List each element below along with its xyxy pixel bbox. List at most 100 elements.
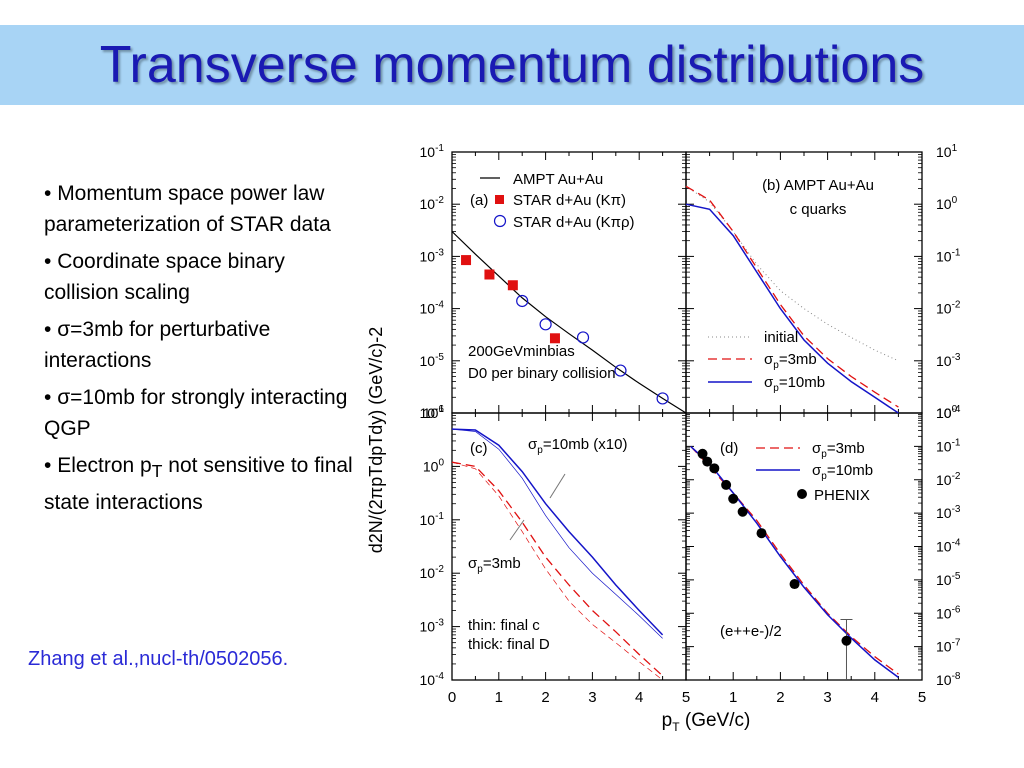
- y-tick-label: 10-1: [420, 511, 445, 528]
- panel-label: (a): [470, 192, 488, 209]
- data-point-square: [549, 333, 560, 344]
- x-tick-label: 0: [448, 689, 456, 706]
- y-tick-label: 100: [936, 195, 958, 212]
- citation: Zhang et al.,nucl-th/0502056.: [28, 648, 289, 670]
- y-tick-label: 10-4: [936, 404, 961, 421]
- x-axis-label: pT (GeV/c): [662, 710, 751, 734]
- data-point-phenix: [728, 493, 739, 504]
- data-point-phenix: [721, 479, 732, 490]
- data-point-circle: [614, 364, 627, 377]
- y-tick-label: 10-3: [936, 352, 961, 369]
- y-tick-label: 10-2: [936, 300, 961, 317]
- bullet-item: • σ=3mb for perturbative interactions: [44, 318, 271, 372]
- legend-label: PHENIX: [814, 487, 870, 504]
- x-tick-label: 5: [918, 689, 926, 706]
- legend-label: initial: [764, 329, 798, 346]
- title-bar: Transverse momentum distributions: [0, 25, 1024, 105]
- panel-label: (c): [470, 440, 488, 457]
- series-line-b: [685, 185, 899, 408]
- bullet-item: • Momentum space power law parameterizat…: [44, 182, 331, 236]
- series-line-d: [690, 445, 899, 679]
- y-tick-label: 10-4: [420, 300, 445, 317]
- bullet-text: σ=3mb for perturbative interactions: [44, 318, 271, 372]
- data-point-phenix: [756, 528, 767, 539]
- x-tick-label: 2: [541, 689, 549, 706]
- x-tick-label: 1: [495, 689, 503, 706]
- y-tick-label: 10-5: [936, 571, 961, 588]
- y-tick-label: 10-4: [936, 538, 961, 555]
- y-tick-label: 10-1: [936, 247, 961, 264]
- x-tick-label: 4: [871, 689, 879, 706]
- series-line-c: [451, 428, 664, 636]
- series-line-c: [451, 428, 663, 639]
- bullet-text: Coordinate space binary collision scalin…: [44, 250, 285, 304]
- legend-label: STAR d+Au (Kπ): [513, 192, 626, 209]
- legend-marker-phenix: [797, 489, 807, 499]
- bullet-item: • Electron pT not sensitive to final sta…: [44, 454, 353, 515]
- y-tick-label: 10-1: [936, 437, 961, 454]
- panel-title: c quarks: [790, 201, 847, 218]
- legend-label: AMPT Au+Au: [513, 171, 603, 188]
- x-tick-label: 3: [823, 689, 831, 706]
- series-line-c: [451, 461, 664, 677]
- legend-label: σp=10mb: [764, 374, 825, 394]
- y-tick-label: 10-7: [936, 638, 961, 655]
- annotation: thin: final c: [468, 617, 540, 634]
- y-tick-label: 10-3: [420, 618, 445, 635]
- annotation: σp=10mb (x10): [528, 436, 627, 456]
- data-point-circle: [576, 331, 590, 344]
- bullet-item: • σ=10mb for strongly interacting QGP: [44, 386, 348, 440]
- bullet-text: σ=10mb for strongly interacting QGP: [44, 386, 348, 440]
- x-tick-label: 1: [729, 689, 737, 706]
- legend-label: σp=10mb: [812, 462, 873, 482]
- annotation: 200GeVminbias: [468, 343, 575, 360]
- pointer-line: [549, 473, 566, 499]
- y-tick-label: 10-4: [420, 671, 445, 688]
- bullet-item: • Coordinate space binary collision scal…: [44, 250, 285, 304]
- annotation: D0 per binary collision: [468, 365, 616, 382]
- legend-label: σp=3mb: [764, 351, 817, 371]
- annotation: σp=3mb: [468, 555, 521, 575]
- legend-label: STAR d+Au (Kπρ): [513, 214, 635, 231]
- x-tick-label: 2: [776, 689, 784, 706]
- y-tick-label: 100: [423, 457, 445, 474]
- data-point-circle: [516, 294, 529, 308]
- y-tick-label: 10-3: [420, 247, 445, 264]
- y-axis-label: d2N/(2πpTdpTdy) (GeV/c)-2: [366, 327, 386, 554]
- panel-frame-b: [685, 151, 923, 414]
- bullet-text-pre: Electron p: [57, 454, 152, 477]
- bullet-text-sub: T: [151, 461, 163, 482]
- panel-frame-c: [451, 412, 687, 681]
- y-tick-label: 10-6: [936, 604, 961, 621]
- data-point-circle: [656, 392, 669, 405]
- annotation: (e++e-)/2: [720, 623, 782, 640]
- data-point-phenix: [697, 448, 708, 459]
- y-tick-label: 10-8: [936, 671, 961, 688]
- y-tick-label: 10-2: [420, 564, 445, 581]
- legend-marker-square: [495, 195, 504, 204]
- x-tick-label: 5: [682, 689, 690, 706]
- panel-label: (d): [720, 440, 738, 457]
- y-tick-label: 100: [936, 404, 958, 421]
- y-tick-label: 10-2: [936, 471, 961, 488]
- data-point-phenix: [737, 506, 748, 517]
- y-tick-label: 101: [936, 143, 958, 160]
- series-line-b: [685, 185, 899, 362]
- y-tick-label: 101: [423, 404, 445, 421]
- data-point-square: [507, 280, 518, 291]
- y-tick-label: 10-2: [420, 195, 445, 212]
- series-line-a: [451, 231, 687, 414]
- data-point-phenix: [709, 463, 720, 474]
- legend-label: σp=3mb: [812, 440, 865, 460]
- data-point-square: [484, 269, 495, 280]
- y-tick-label: 10-5: [420, 352, 445, 369]
- panel-frame-d: [685, 412, 923, 681]
- data-point-circle: [539, 318, 552, 331]
- x-tick-label: 3: [588, 689, 596, 706]
- bullet-text: Momentum space power law parameterizatio…: [44, 182, 331, 236]
- data-point-phenix: [789, 579, 800, 590]
- series-line-c: [451, 461, 663, 681]
- bullet-list: • Momentum space power law parameterizat…: [44, 178, 364, 524]
- series-line-d: [690, 445, 899, 675]
- annotation: thick: final D: [468, 636, 550, 653]
